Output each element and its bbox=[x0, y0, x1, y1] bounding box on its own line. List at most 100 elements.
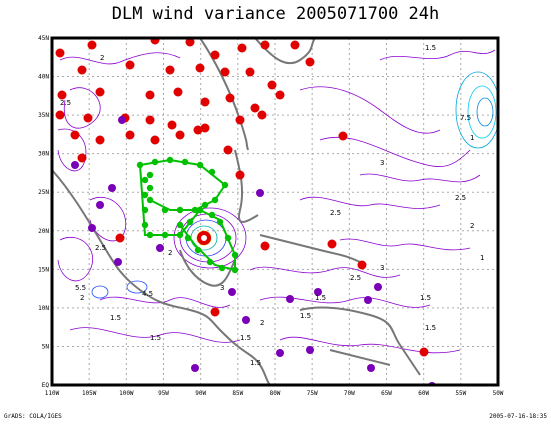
contour-label: 5.5 bbox=[75, 284, 86, 292]
latitude-label: 10N bbox=[38, 305, 49, 312]
red-observation-dots bbox=[55, 38, 429, 357]
contour-labels: 2.5 2 1.5 1 3 2.5 2.5 2 3 1.5 1.5 1.5 3 1.5 2 1.5 1 1.5 5.… bbox=[60, 44, 484, 367]
red-observation-dot bbox=[95, 87, 105, 97]
longitude-label: 60W bbox=[418, 390, 429, 397]
latitude-label: 20N bbox=[38, 228, 49, 235]
track-point bbox=[141, 191, 149, 199]
contour-label: 1.5 bbox=[425, 44, 436, 52]
longitude-label: 110W bbox=[45, 390, 60, 397]
contour-label: 1.5 bbox=[420, 294, 431, 302]
map-frame bbox=[50, 36, 500, 387]
contour-label: 1.5 bbox=[110, 314, 121, 322]
track-point bbox=[208, 168, 216, 176]
red-observation-dot bbox=[200, 97, 210, 107]
contour-label: 2.5 bbox=[330, 209, 341, 217]
contour-label: 1 bbox=[480, 254, 484, 262]
purple-observation-dot bbox=[367, 364, 375, 372]
track-point bbox=[166, 156, 174, 164]
track-point bbox=[141, 176, 149, 184]
contour-label: 1.5 bbox=[150, 334, 161, 342]
red-observation-dot bbox=[237, 43, 247, 53]
track-point bbox=[161, 231, 169, 239]
red-observation-dot bbox=[200, 123, 210, 133]
track-point bbox=[184, 234, 192, 242]
purple-observation-dot bbox=[118, 116, 126, 124]
red-observation-dot bbox=[210, 50, 220, 60]
contour-label: 1.5 bbox=[240, 334, 251, 342]
contour-label: 1.5 bbox=[250, 359, 261, 367]
latitude-label: 5N bbox=[42, 343, 50, 350]
contour-label: 4.5 bbox=[142, 290, 153, 298]
longitude-label: 65W bbox=[381, 390, 392, 397]
longitude-label: 90W bbox=[195, 390, 206, 397]
purple-observation-dot bbox=[228, 288, 236, 296]
red-observation-dot bbox=[125, 60, 135, 70]
red-observation-dot bbox=[115, 233, 125, 243]
red-observation-dot bbox=[87, 40, 97, 50]
chart-title: DLM wind variance 2005071700 24h bbox=[111, 4, 440, 24]
contour-label: 2.5 bbox=[60, 99, 71, 107]
purple-observation-dot bbox=[286, 295, 294, 303]
red-observation-dot bbox=[235, 170, 245, 180]
longitude-label: 55W bbox=[455, 390, 466, 397]
red-observation-dot bbox=[235, 115, 245, 125]
red-observation-dot bbox=[145, 90, 155, 100]
track-point bbox=[181, 158, 189, 166]
track-point bbox=[231, 266, 239, 274]
longitude-label: 75W bbox=[307, 390, 318, 397]
longitude-label: 70W bbox=[344, 390, 355, 397]
red-observation-dot bbox=[175, 130, 185, 140]
contour-label: 7.5 bbox=[460, 114, 471, 122]
red-observation-dot bbox=[83, 113, 93, 123]
storm-center-marker bbox=[197, 231, 211, 245]
red-observation-dot bbox=[70, 130, 80, 140]
purple-observation-dot bbox=[256, 189, 264, 197]
contour-label: 2.5 bbox=[95, 244, 106, 252]
contour-label: 1.5 bbox=[315, 294, 326, 302]
contour-label: 1.5 bbox=[425, 324, 436, 332]
purple-observation-dot bbox=[306, 346, 314, 354]
red-observation-dot bbox=[225, 93, 235, 103]
purple-observation-dot bbox=[108, 184, 116, 192]
red-observation-dot bbox=[195, 63, 205, 73]
red-observation-dot bbox=[167, 120, 177, 130]
red-observation-dot bbox=[210, 307, 220, 317]
purple-observation-dot bbox=[314, 288, 322, 296]
latitude-label: 15N bbox=[38, 266, 49, 273]
longitude-label: 105W bbox=[82, 390, 97, 397]
red-observation-dot bbox=[185, 38, 195, 47]
red-observation-dot bbox=[165, 65, 175, 75]
contour-label: 2.5 bbox=[455, 194, 466, 202]
contour-label: 3 bbox=[380, 264, 384, 272]
purple-observation-dot bbox=[88, 224, 96, 232]
track-point bbox=[211, 196, 219, 204]
contour-label: 1 bbox=[470, 134, 474, 142]
purple-observation-dot bbox=[96, 201, 104, 209]
red-observation-dot bbox=[77, 153, 87, 163]
coastlines bbox=[52, 38, 421, 385]
track-point bbox=[201, 201, 209, 209]
red-observation-dot bbox=[290, 40, 300, 50]
red-observation-dot bbox=[260, 241, 270, 251]
red-observation-dot bbox=[77, 65, 87, 75]
purple-observation-dot bbox=[374, 283, 382, 291]
red-observation-dot bbox=[245, 67, 255, 77]
latitude-label: 40N bbox=[38, 74, 49, 81]
red-observation-dot bbox=[193, 125, 203, 135]
track-point bbox=[221, 181, 229, 189]
track-point bbox=[176, 206, 184, 214]
track-point bbox=[206, 258, 214, 266]
red-observation-dot bbox=[305, 57, 315, 67]
track-point bbox=[231, 251, 239, 259]
red-observation-dot bbox=[357, 260, 367, 270]
red-observation-dot bbox=[419, 347, 429, 357]
contour-label: 2 bbox=[80, 294, 84, 302]
track-point bbox=[186, 218, 194, 226]
red-observation-dot bbox=[150, 38, 160, 45]
red-observation-dot bbox=[95, 135, 105, 145]
track-point bbox=[146, 184, 154, 192]
contour-label: 1.5 bbox=[300, 312, 311, 320]
contour-label: 2 bbox=[470, 222, 474, 230]
longitude-label: 100W bbox=[119, 390, 134, 397]
